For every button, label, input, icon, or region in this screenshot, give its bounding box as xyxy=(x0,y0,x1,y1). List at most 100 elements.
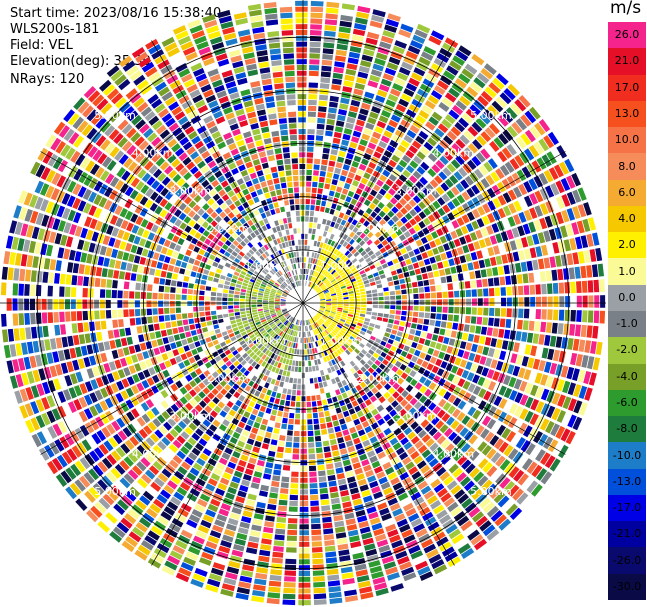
ppi-gate xyxy=(243,279,249,284)
ppi-gate xyxy=(228,560,241,569)
ppi-gate xyxy=(222,356,229,363)
ppi-gate xyxy=(518,422,528,435)
ppi-gate xyxy=(399,561,412,571)
ppi-gate xyxy=(263,413,270,420)
ppi-gate xyxy=(427,271,434,279)
ppi-gate xyxy=(323,213,329,219)
ppi-gate xyxy=(169,258,177,265)
ppi-gate xyxy=(231,323,238,328)
ppi-gate xyxy=(440,276,447,284)
ppi-gate xyxy=(94,277,101,287)
ppi-gate xyxy=(589,249,597,262)
ppi-gate xyxy=(335,335,341,341)
ppi-gate xyxy=(52,423,63,437)
ppi-gate xyxy=(155,244,163,253)
ppi-gate xyxy=(82,188,92,201)
ppi-gate xyxy=(362,356,369,362)
ppi-gate xyxy=(294,366,298,372)
ppi-gate xyxy=(483,288,489,297)
ppi-gate xyxy=(452,408,461,418)
ppi-gate xyxy=(402,300,408,305)
ppi-gate xyxy=(480,67,494,80)
ppi-gate xyxy=(370,395,377,403)
ppi-gate xyxy=(324,545,336,552)
ppi-gate xyxy=(263,306,269,309)
ppi-gate xyxy=(523,369,532,381)
ppi-gate xyxy=(376,539,389,548)
ppi-gate xyxy=(337,412,344,420)
ppi-gate xyxy=(287,365,292,371)
ppi-gate xyxy=(42,271,49,283)
ppi-gate xyxy=(136,382,145,392)
ppi-gate xyxy=(235,495,246,504)
ppi-gate xyxy=(166,501,179,511)
ppi-gate xyxy=(328,480,337,487)
ppi-gate xyxy=(46,244,54,257)
ppi-gate xyxy=(340,254,347,261)
ppi-gate xyxy=(349,46,362,54)
ppi-gate xyxy=(318,260,323,266)
ppi-gate xyxy=(494,287,501,296)
ppi-gate xyxy=(307,413,313,419)
ppi-gate xyxy=(136,227,145,237)
ppi-gate xyxy=(263,294,269,297)
ppi-gate xyxy=(155,392,164,402)
ppi-gate xyxy=(228,312,235,317)
ppi-gate xyxy=(387,396,395,404)
ppi-gate xyxy=(349,105,359,113)
ppi-gate xyxy=(350,99,361,107)
ppi-gate xyxy=(376,404,385,412)
ppi-gate xyxy=(290,371,294,378)
ppi-gate xyxy=(286,436,293,442)
ppi-gate xyxy=(330,497,340,505)
ppi-gate xyxy=(360,592,374,600)
ppi-gate xyxy=(339,353,346,360)
ppi-gate xyxy=(501,427,511,440)
ppi-gate xyxy=(330,90,340,97)
ppi-gate xyxy=(430,292,437,299)
ppi-gate xyxy=(274,398,280,405)
ppi-gate xyxy=(365,469,374,478)
ppi-gate xyxy=(391,539,403,549)
ppi-gate xyxy=(327,341,333,347)
ppi-gate xyxy=(405,577,419,587)
ppi-gate xyxy=(440,321,447,328)
ppi-gate xyxy=(310,240,314,246)
ppi-gate xyxy=(184,269,191,276)
ppi-gate xyxy=(316,334,321,340)
ppi-gate xyxy=(124,210,134,221)
ppi-gate xyxy=(299,355,302,361)
ppi-gate xyxy=(291,348,295,354)
ppi-gate xyxy=(396,305,402,310)
ppi-gate xyxy=(353,437,361,445)
ppi-gate xyxy=(119,207,128,218)
ppi-gate xyxy=(83,276,89,287)
ppi-gate xyxy=(245,547,258,555)
ppi-gate xyxy=(188,257,195,265)
ppi-gate xyxy=(312,283,316,289)
ppi-gate xyxy=(551,322,558,334)
ppi-gate xyxy=(320,423,327,430)
ppi-gate xyxy=(451,220,460,229)
ppi-gate xyxy=(471,220,480,230)
ppi-gate xyxy=(488,317,494,326)
ppi-gate xyxy=(499,459,511,471)
ppi-gate xyxy=(600,295,606,308)
ppi-gate xyxy=(410,421,419,430)
ppi-gate xyxy=(301,384,306,390)
ppi-gate xyxy=(588,372,597,386)
ppi-gate xyxy=(306,269,309,275)
ppi-gate xyxy=(368,161,377,170)
ppi-gate xyxy=(246,406,253,413)
ppi-gate xyxy=(65,486,77,500)
ppi-gate xyxy=(306,325,309,332)
ppi-gate xyxy=(272,373,278,380)
ppi-gate xyxy=(153,498,165,509)
ppi-gate xyxy=(298,326,300,332)
ppi-gate xyxy=(52,351,60,363)
ppi-gate xyxy=(229,346,236,353)
ppi-gate xyxy=(343,214,349,221)
ppi-gate xyxy=(264,333,270,339)
ppi-gate xyxy=(526,163,537,176)
ppi-gate xyxy=(421,105,433,115)
